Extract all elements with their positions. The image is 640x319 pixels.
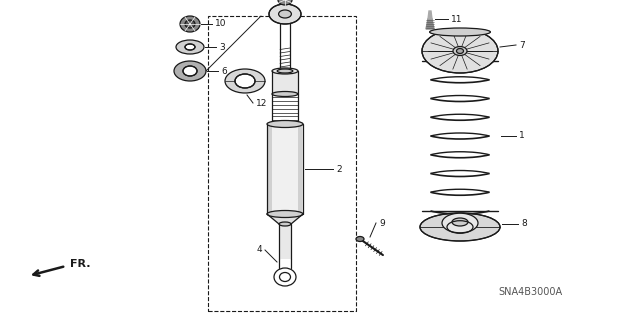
Text: 4: 4 (257, 246, 262, 255)
Ellipse shape (278, 0, 292, 5)
Ellipse shape (278, 10, 291, 18)
Ellipse shape (174, 61, 206, 81)
Ellipse shape (452, 218, 468, 226)
Ellipse shape (269, 4, 301, 24)
Text: 8: 8 (521, 219, 527, 228)
Ellipse shape (279, 222, 291, 226)
Ellipse shape (272, 68, 298, 74)
Bar (268, 124, 272, 214)
Text: 7: 7 (519, 41, 525, 49)
Ellipse shape (356, 236, 364, 241)
Ellipse shape (429, 28, 490, 36)
Ellipse shape (453, 47, 467, 56)
Ellipse shape (272, 92, 298, 97)
Ellipse shape (176, 40, 204, 54)
Ellipse shape (442, 213, 478, 233)
Ellipse shape (280, 272, 291, 281)
Ellipse shape (180, 16, 200, 32)
Ellipse shape (183, 66, 197, 76)
Ellipse shape (422, 29, 498, 73)
Ellipse shape (274, 268, 296, 286)
Text: 10: 10 (215, 19, 227, 28)
Polygon shape (267, 214, 303, 224)
Bar (279, 224, 291, 259)
Ellipse shape (277, 69, 293, 73)
Ellipse shape (185, 44, 195, 50)
Ellipse shape (185, 20, 195, 28)
Text: 2: 2 (336, 165, 342, 174)
Text: 1: 1 (519, 131, 525, 140)
Ellipse shape (267, 121, 303, 128)
Ellipse shape (272, 122, 298, 127)
Ellipse shape (456, 48, 463, 54)
Text: 11: 11 (451, 14, 463, 24)
Bar (208, 16, 356, 311)
Polygon shape (428, 11, 432, 19)
Bar (280, 19, 290, 71)
Text: 3: 3 (219, 42, 225, 51)
Ellipse shape (235, 74, 255, 88)
Polygon shape (426, 19, 434, 29)
Bar (272, 71, 298, 94)
Ellipse shape (225, 69, 265, 93)
Text: 12: 12 (256, 99, 268, 108)
Text: 9: 9 (379, 219, 385, 227)
Text: SNA4B3000A: SNA4B3000A (498, 287, 562, 297)
Ellipse shape (267, 211, 303, 218)
Bar (298, 124, 302, 214)
Bar (267, 124, 303, 214)
Ellipse shape (420, 213, 500, 241)
Text: FR.: FR. (70, 259, 90, 269)
Text: 6: 6 (221, 66, 227, 76)
